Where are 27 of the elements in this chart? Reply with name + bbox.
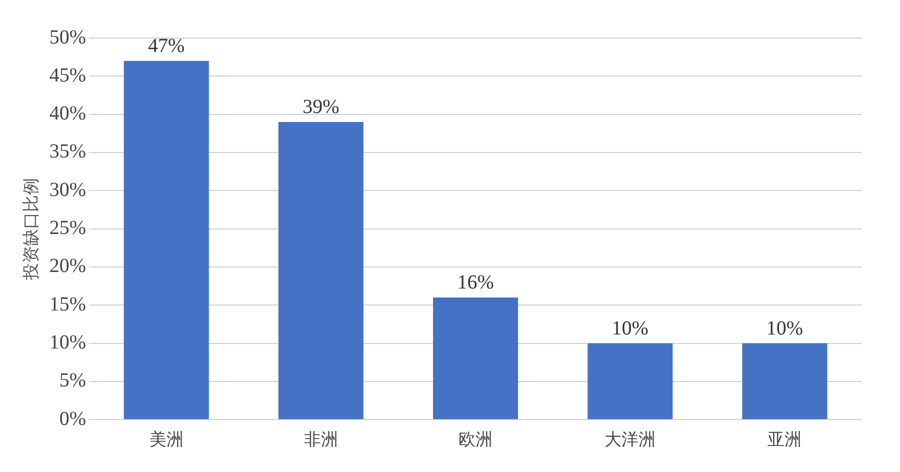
y-tick-label: 30% [49, 178, 86, 201]
y-tick-label: 10% [49, 332, 86, 354]
y-tick-label: 25% [49, 217, 86, 240]
data-label: 39% [302, 96, 340, 118]
bar [124, 60, 209, 420]
y-tick-label: 50% [49, 26, 86, 48]
data-label: 16% [457, 272, 494, 294]
x-tick-label: 亚洲 [768, 430, 802, 450]
x-tick-label: 大洋洲 [604, 430, 656, 450]
bar [433, 297, 518, 420]
data-label: 47% [148, 35, 185, 58]
y-tick-label: 40% [49, 102, 86, 125]
y-tick-label: 20% [49, 255, 86, 278]
y-axis-title: 投资缺口比例 [22, 178, 42, 281]
bar [742, 343, 828, 420]
data-label: 10% [612, 318, 648, 340]
bar [278, 122, 364, 420]
x-tick-label: 欧洲 [458, 430, 493, 450]
y-tick-label: 5% [59, 370, 86, 392]
y-tick-label: 0% [59, 408, 86, 430]
y-tick-label: 45% [49, 64, 86, 86]
y-tick-label: 15% [49, 293, 86, 316]
bar [588, 343, 673, 420]
y-tick-label: 35% [49, 140, 86, 163]
x-tick-label: 非洲 [304, 430, 338, 450]
x-tick-label: 美洲 [149, 430, 184, 450]
data-label: 10% [766, 318, 804, 340]
